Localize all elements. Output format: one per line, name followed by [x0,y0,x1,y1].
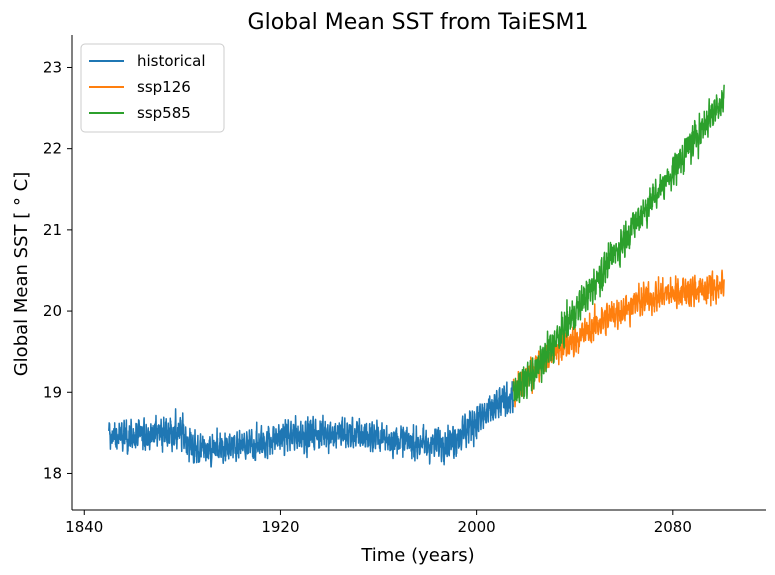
y-tick-label: 22 [43,140,62,158]
legend: historical ssp126 ssp585 [80,43,225,133]
y-tick-label: 18 [43,464,62,482]
legend-label-ssp585: ssp585 [137,104,191,122]
x-tick-label: 2000 [458,518,496,536]
legend-label-historical: historical [137,52,206,70]
series-line-historical [108,381,514,468]
y-ticks: 18 19 20 21 22 23 [43,58,72,482]
x-tick-label: 1840 [65,518,103,536]
y-tick-label: 21 [43,221,62,239]
chart-title: Global Mean SST from TaiESM1 [248,10,589,35]
series-line-ssp585 [512,84,725,404]
x-tick-label: 1920 [261,518,299,536]
legend-label-ssp126: ssp126 [137,78,191,96]
x-axis-label: Time (years) [360,545,474,566]
y-tick-label: 19 [43,383,62,401]
y-tick-label: 23 [43,58,62,76]
y-tick-label: 20 [43,302,62,320]
series-line-ssp126 [512,269,725,408]
x-tick-label: 2080 [654,518,692,536]
series-layer [108,84,725,468]
legend-frame [80,43,225,133]
y-axis-label: Global Mean SST [ ° C] [11,172,32,377]
x-ticks: 1840 1920 2000 2080 [65,510,692,536]
